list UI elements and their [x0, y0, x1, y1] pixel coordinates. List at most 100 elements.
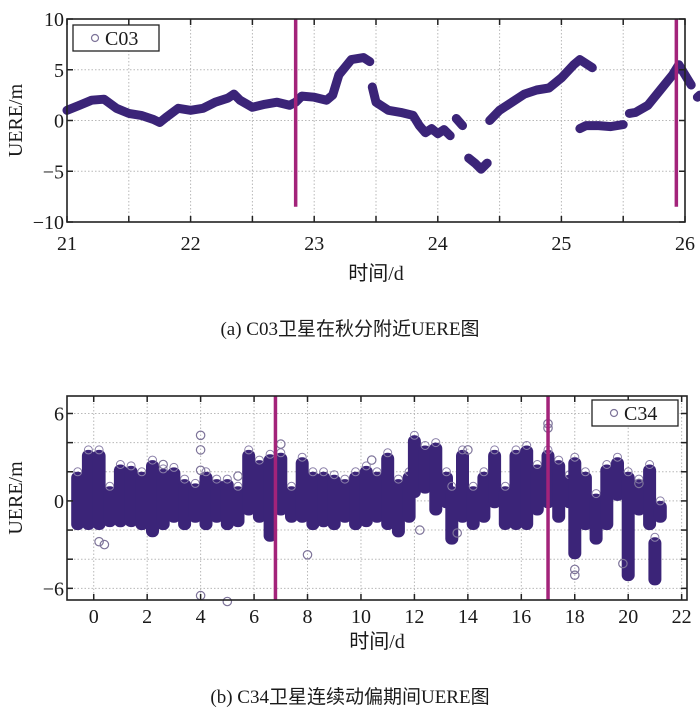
data-point [485, 116, 494, 125]
data-band [568, 457, 582, 560]
data-band [92, 449, 106, 530]
data-point [124, 109, 133, 118]
data-point [308, 467, 318, 477]
data-band [653, 500, 667, 523]
data-point [645, 460, 655, 469]
data-point [606, 122, 615, 131]
data-point [137, 467, 147, 477]
data-band [456, 449, 469, 523]
data-point [244, 445, 254, 455]
data-band [103, 486, 117, 528]
data-point [442, 467, 451, 477]
data-band [600, 464, 614, 531]
data-point [522, 441, 532, 450]
x-tick-label: 23 [304, 233, 324, 255]
x-tick-label: 24 [428, 233, 448, 255]
data-point [351, 467, 361, 477]
data-point [470, 158, 480, 168]
data-point [235, 96, 245, 105]
data-point [447, 481, 457, 491]
data-point [158, 459, 168, 470]
data-point [420, 441, 430, 450]
data-point [195, 465, 206, 476]
data-band [252, 460, 266, 523]
data-point [222, 596, 233, 607]
data-point [409, 430, 419, 440]
legend: C34 [591, 399, 679, 427]
data-point [458, 445, 467, 455]
data-band [81, 449, 95, 530]
data-point [87, 96, 96, 105]
data-point [334, 70, 344, 80]
data-point [383, 448, 393, 458]
x-tick-label: 18 [565, 606, 585, 628]
data-point [468, 481, 478, 491]
x-tick-label: 4 [196, 606, 206, 628]
x-tick-label: 14 [458, 606, 478, 628]
data-point [260, 100, 269, 109]
data-band [349, 471, 363, 531]
data-point [148, 455, 157, 465]
data-point [634, 474, 644, 484]
y-tick-label: −5 [43, 161, 64, 183]
axes-frame [66, 395, 688, 601]
data-point [83, 445, 93, 455]
data-point [554, 455, 564, 465]
x-tick-label: 16 [511, 606, 531, 628]
data-point [602, 460, 612, 469]
chart-b: 0 2 4 6 8 10 12 14 16 18 20 22 6 0 −6 时间/d UERE/m C34 [5, 395, 692, 653]
data-band [520, 445, 534, 530]
data-point [248, 103, 257, 112]
data-point [557, 73, 566, 83]
data-band [167, 467, 181, 523]
data-point [198, 104, 208, 113]
data-point [137, 111, 146, 120]
data-point [618, 558, 628, 569]
data-point [631, 108, 640, 117]
data-band [509, 449, 523, 530]
data-point [94, 536, 104, 547]
data-point [439, 125, 449, 134]
data-point [186, 106, 195, 115]
data-band [498, 486, 512, 530]
data-point [532, 85, 541, 95]
data-point [233, 481, 243, 491]
data-band [220, 479, 234, 531]
data-point [452, 528, 462, 538]
y-tick-label: 0 [54, 491, 64, 513]
x-tick-label: 26 [675, 233, 695, 255]
data-band [242, 449, 256, 516]
data-band [445, 486, 459, 545]
data-point [495, 106, 504, 115]
data-band [429, 442, 443, 516]
data-point [431, 438, 441, 448]
data-band [135, 471, 149, 531]
legend: C03 [72, 24, 160, 52]
data-point [511, 445, 521, 455]
data-band [418, 445, 432, 494]
data-point [99, 539, 110, 550]
data-band [188, 483, 202, 523]
data-point [73, 467, 83, 477]
data-band [589, 493, 603, 545]
caption-b: (b) C34卫星连续动偏期间UERE图 [210, 687, 490, 708]
data-point [297, 91, 306, 101]
x-tick-label: 21 [57, 233, 77, 255]
data-band [578, 471, 592, 531]
legend-label: C03 [105, 28, 138, 50]
data-point [463, 445, 473, 455]
data-point [643, 101, 653, 110]
data-point [329, 470, 339, 480]
data-point [340, 474, 350, 484]
data-point [458, 121, 467, 130]
data-point [520, 89, 529, 99]
data-point [359, 53, 368, 62]
data-band [327, 474, 341, 531]
data-band [263, 454, 277, 542]
data-point [371, 98, 381, 107]
data-point [591, 489, 601, 499]
data-point [695, 90, 700, 100]
data-point [483, 158, 492, 168]
data-point [126, 461, 136, 471]
data-point [254, 455, 264, 465]
